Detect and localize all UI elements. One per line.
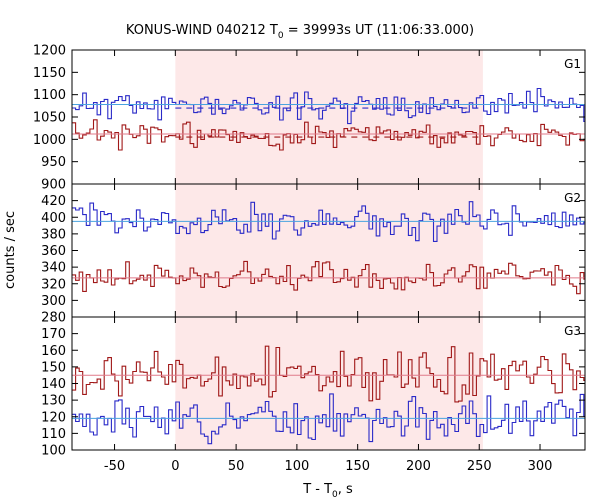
y-tick-label-g1: 900 xyxy=(41,178,66,193)
plot-area: 90095010001050110011501200G1280300320340… xyxy=(33,44,586,474)
y-tick-label-g2: 300 xyxy=(41,294,66,309)
y-tick-label-g3: 110 xyxy=(41,427,66,442)
x-axis-title: T - T0, s xyxy=(302,482,353,500)
y-tick-label-g1: 1000 xyxy=(33,133,66,148)
y-tick-label-g3: 140 xyxy=(41,377,66,392)
y-tick-label-g1: 1150 xyxy=(33,66,66,81)
y-tick-label-g3: 130 xyxy=(41,394,66,409)
y-tick-label-g1: 950 xyxy=(41,155,66,170)
series-red-g3 xyxy=(72,345,585,403)
x-tick-label: 0 xyxy=(171,459,179,474)
y-tick-label-g2: 380 xyxy=(41,227,66,242)
y-tick-label-g3: 170 xyxy=(41,327,66,342)
series-blue-g3 xyxy=(72,393,585,445)
y-tick-label-g2: 360 xyxy=(41,244,66,259)
y-tick-label-g2: 340 xyxy=(41,261,66,276)
panel-label-g1: G1 xyxy=(564,57,581,71)
signal-interval-shade xyxy=(175,50,483,450)
x-tick-label: 100 xyxy=(284,459,309,474)
x-tick-label: 300 xyxy=(528,459,553,474)
y-tick-label-g3: 160 xyxy=(41,344,66,359)
x-tick-label: 150 xyxy=(345,459,370,474)
x-tick-label: 200 xyxy=(406,459,431,474)
y-tick-label-g2: 280 xyxy=(41,311,66,326)
x-tick-label: -50 xyxy=(104,459,125,474)
y-tick-label-g1: 1100 xyxy=(33,88,66,103)
series-red-g2 xyxy=(72,260,585,295)
y-tick-label-g3: 100 xyxy=(41,444,66,459)
y-tick-label-g3: 120 xyxy=(41,410,66,425)
y-tick-label-g3: 150 xyxy=(41,360,66,375)
y-tick-label-g1: 1050 xyxy=(33,111,66,126)
x-tick-label: 50 xyxy=(228,459,245,474)
y-tick-label-g2: 420 xyxy=(41,194,66,209)
panel-label-g2: G2 xyxy=(564,191,581,205)
x-tick-label: 250 xyxy=(467,459,492,474)
series-blue-g2 xyxy=(72,201,585,242)
panel-label-g3: G3 xyxy=(564,324,581,338)
chart-title: KONUS-WIND 040212 T0 = 39993s UT (11:06:… xyxy=(126,23,474,41)
y-tick-label-g2: 400 xyxy=(41,211,66,226)
y-tick-label-g1: 1200 xyxy=(33,44,66,59)
y-axis-title: counts / sec xyxy=(3,211,18,289)
y-tick-label-g2: 320 xyxy=(41,277,66,292)
